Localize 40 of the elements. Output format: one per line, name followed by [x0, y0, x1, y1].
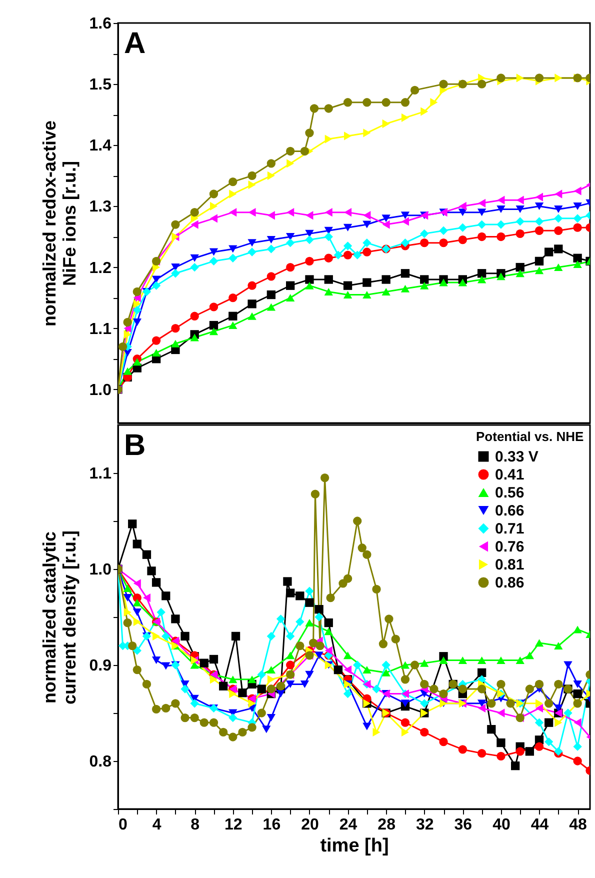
x-tick-label: 4 [152, 816, 162, 834]
y-tick-label: 1.3 [89, 198, 112, 216]
text: normalized redox-active [39, 120, 60, 327]
legend-title: Potential vs. NHE [476, 429, 584, 444]
y-tick-label: 1.0 [89, 382, 112, 399]
x-tick-label: 44 [530, 816, 549, 834]
y-tick-label: 1.5 [89, 76, 112, 94]
legend-label: 0.41 [495, 466, 524, 484]
legend-label: 0.56 [495, 484, 524, 502]
y-tick-label: 0.9 [89, 658, 112, 674]
legend-label: 0.66 [495, 502, 524, 520]
x-tick-label: 40 [492, 816, 510, 834]
x-tick-label: 48 [569, 816, 588, 834]
legend-label: 0.86 [495, 574, 524, 592]
x-tick-label: 0 [118, 816, 128, 834]
text: NiFe ions [r.u.] [59, 160, 80, 286]
y-tick-label: 1.0 [89, 562, 112, 578]
legend-label: 0.81 [495, 556, 524, 574]
y-tick-label: 1.4 [89, 138, 112, 155]
x-tick-label: 28 [378, 816, 396, 834]
x-tick-label: 12 [224, 816, 242, 834]
text: normalized catalytic [39, 531, 60, 704]
legend-label: 0.76 [495, 538, 524, 556]
x-axis-title: time [h] [320, 836, 389, 856]
legend-label: 0.71 [495, 520, 524, 538]
text: current density [r.u.] [59, 530, 80, 705]
legend-label: 0.33 V [495, 448, 538, 466]
x-tick-label: 8 [190, 816, 200, 834]
annotation: A [124, 27, 146, 60]
x-tick-label: 20 [301, 816, 319, 834]
x-tick-label: 24 [339, 816, 358, 834]
y-tick-label: 0.8 [89, 754, 112, 770]
y-tick-label: 1.1 [89, 466, 112, 482]
y-tick-label: 1.1 [89, 320, 112, 338]
y-tick-label: 1.2 [89, 260, 112, 277]
x-tick-label: 16 [262, 816, 281, 834]
x-tick-label: 32 [416, 816, 434, 834]
x-tick-label: 36 [454, 816, 472, 834]
annotation: B [124, 429, 146, 462]
y-tick-label: 1.6 [89, 16, 112, 32]
